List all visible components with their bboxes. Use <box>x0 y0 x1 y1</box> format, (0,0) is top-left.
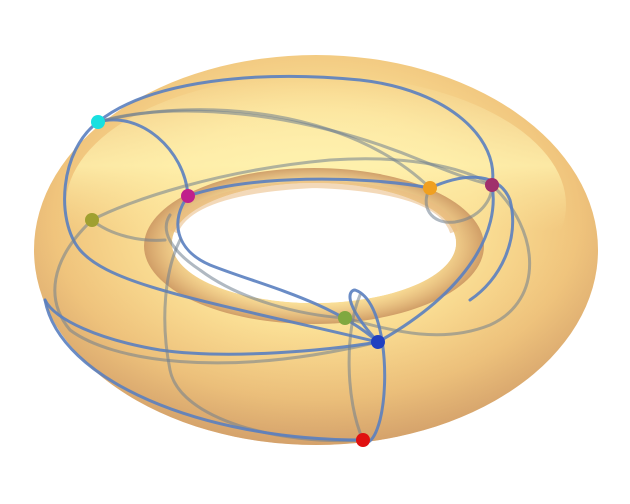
edge-13 <box>164 213 347 320</box>
edge-11 <box>376 183 495 344</box>
purple-vertex <box>485 178 499 192</box>
edge-10 <box>424 183 494 224</box>
edge-4 <box>63 120 380 344</box>
olive-vertex <box>85 213 99 227</box>
edge-7 <box>53 218 380 365</box>
torus-hole <box>170 179 458 303</box>
edge-8 <box>176 194 380 344</box>
magenta-vertex <box>181 189 195 203</box>
red-vertex <box>356 433 370 447</box>
edge-19 <box>96 108 432 190</box>
edge-5 <box>90 157 494 222</box>
edge-9 <box>186 177 432 198</box>
edge-12 <box>343 183 532 337</box>
cyan-vertex <box>91 115 105 129</box>
graph-vertices <box>85 115 499 447</box>
green-vertex <box>338 311 352 325</box>
blue-vertex <box>371 335 385 349</box>
edge-18 <box>428 175 515 302</box>
orange-vertex <box>423 181 437 195</box>
edge-20 <box>43 298 365 442</box>
edge-16 <box>347 293 365 442</box>
edge-1 <box>96 74 495 187</box>
edge-3 <box>96 118 190 198</box>
